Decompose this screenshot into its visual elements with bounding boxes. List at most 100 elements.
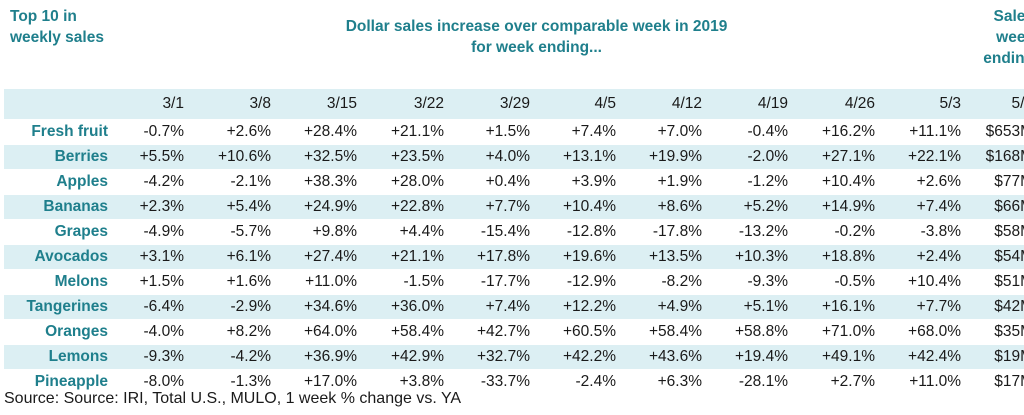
table-cell: -1.5%: [361, 269, 448, 295]
table-cell: +3.8%: [361, 369, 448, 395]
table-cell: +1.5%: [112, 269, 188, 295]
table-cell: -28.1%: [706, 369, 792, 395]
table-cell: +7.0%: [620, 119, 706, 145]
table-cell: +27.4%: [275, 244, 361, 270]
table-cell: +24.9%: [275, 194, 361, 220]
table-cell: +5.1%: [706, 294, 792, 320]
table-cell: +1.5%: [448, 119, 534, 145]
table-cell: -12.9%: [534, 269, 620, 295]
row-label: Bananas: [4, 194, 112, 220]
table-cell: +32.5%: [275, 144, 361, 170]
table-cell: -4.9%: [112, 219, 188, 245]
table-cell: +36.9%: [275, 344, 361, 370]
table-cell: +28.0%: [361, 169, 448, 195]
table-cell: $51M: [965, 269, 1024, 295]
table-cell: +1.9%: [620, 169, 706, 195]
table-cell: -9.3%: [706, 269, 792, 295]
table-cell: $168M: [965, 144, 1024, 170]
table-cell: +22.8%: [361, 194, 448, 220]
table-cell: +2.7%: [792, 369, 879, 395]
row-label: Tangerines: [4, 294, 112, 320]
table-cell: +7.4%: [448, 294, 534, 320]
table-cell: $54M: [965, 244, 1024, 270]
table-cell: +6.1%: [188, 244, 275, 270]
table-cell: +16.2%: [792, 119, 879, 145]
table-cell: +1.6%: [188, 269, 275, 295]
row-label: Pineapple: [4, 369, 112, 395]
table-cell: -13.2%: [706, 219, 792, 245]
table-cell: +10.4%: [879, 269, 966, 295]
table-body: Fresh fruit -0.7% +2.6% +28.4% +21.1% +1.5% +7…: [4, 119, 1024, 395]
header-middle: Dollar sales increase over comparable we…: [112, 6, 965, 89]
row-label: Apples: [4, 169, 112, 195]
table-cell: +49.1%: [792, 344, 879, 370]
table-cell: +5.5%: [112, 144, 188, 170]
table-cell: +58.4%: [620, 319, 706, 345]
table-cell: +42.7%: [448, 319, 534, 345]
table-cell: +16.1%: [792, 294, 879, 320]
header-middle-line2: for week ending...: [471, 39, 602, 56]
table-cell: -6.4%: [112, 294, 188, 320]
table-cell: +5.4%: [188, 194, 275, 220]
table-cell: +4.9%: [620, 294, 706, 320]
table-cell: +60.5%: [534, 319, 620, 345]
table-cell: -33.7%: [448, 369, 534, 395]
table-cell: +19.6%: [534, 244, 620, 270]
column-header: 4/26: [792, 89, 879, 120]
table-cell: -17.7%: [448, 269, 534, 295]
column-header: 4/12: [620, 89, 706, 120]
column-header: 4/5: [534, 89, 620, 120]
table-cell: +23.5%: [361, 144, 448, 170]
row-label: Lemons: [4, 344, 112, 370]
table-cell: +10.6%: [188, 144, 275, 170]
table-cell: $17M: [965, 369, 1024, 395]
table-cell: +13.5%: [620, 244, 706, 270]
table-cell: +3.9%: [534, 169, 620, 195]
table-cell: +3.1%: [112, 244, 188, 270]
table-cell: -12.8%: [534, 219, 620, 245]
row-label: Melons: [4, 269, 112, 295]
table-cell: +34.6%: [275, 294, 361, 320]
table-cell: +36.0%: [361, 294, 448, 320]
table-cell: +11.0%: [275, 269, 361, 295]
table-cell: +68.0%: [879, 319, 966, 345]
table-cell: -0.4%: [706, 119, 792, 145]
table-cell: +42.4%: [879, 344, 966, 370]
table-row: Pineapple -8.0% -1.3% +17.0% +3.8% -33.7% -2.4…: [4, 369, 1024, 395]
table-row: Avocados +3.1% +6.1% +27.4% +21.1% +17.8% +19.…: [4, 244, 1024, 270]
table-cell: $19M: [965, 344, 1024, 370]
table-cell: +17.0%: [275, 369, 361, 395]
row-label: Berries: [4, 144, 112, 170]
table-cell: +43.6%: [620, 344, 706, 370]
table-cell: +6.3%: [620, 369, 706, 395]
table-row: Berries +5.5% +10.6% +32.5% +23.5% +4.0% +13.1…: [4, 144, 1024, 170]
table-cell: -9.3%: [112, 344, 188, 370]
table-cell: -3.8%: [879, 219, 966, 245]
table-cell: +5.2%: [706, 194, 792, 220]
table-cell: +58.8%: [706, 319, 792, 345]
column-header: 4/19: [706, 89, 792, 120]
source-note: Source: Source: IRI, Total U.S., MULO, 1…: [4, 390, 462, 407]
table-row: Melons +1.5% +1.6% +11.0% -1.5% -17.7% -12.9% -…: [4, 269, 1024, 295]
table-cell: $77M: [965, 169, 1024, 195]
table-row: Bananas +2.3% +5.4% +24.9% +22.8% +7.7% +10.4%…: [4, 194, 1024, 220]
table-cell: +58.4%: [361, 319, 448, 345]
table-cell: +8.2%: [188, 319, 275, 345]
table-cell: +32.7%: [448, 344, 534, 370]
table-cell: +7.4%: [879, 194, 966, 220]
table-cell: +10.4%: [792, 169, 879, 195]
table-cell: -4.0%: [112, 319, 188, 345]
table-cell: +2.4%: [879, 244, 966, 270]
table-cell: $42M: [965, 294, 1024, 320]
table-cell: +13.1%: [534, 144, 620, 170]
table-cell: +17.8%: [448, 244, 534, 270]
header-left: Top 10 in weekly sales: [10, 8, 104, 46]
table-row: Apples -4.2% -2.1% +38.3% +28.0% +0.4% +3.9% +1…: [4, 169, 1024, 195]
table-cell: +42.9%: [361, 344, 448, 370]
column-header: 5/3: [965, 89, 1024, 120]
table-cell: +42.2%: [534, 344, 620, 370]
table-cell: +21.1%: [361, 244, 448, 270]
row-label: Oranges: [4, 319, 112, 345]
table-cell: +64.0%: [275, 319, 361, 345]
table-cell: +21.1%: [361, 119, 448, 145]
